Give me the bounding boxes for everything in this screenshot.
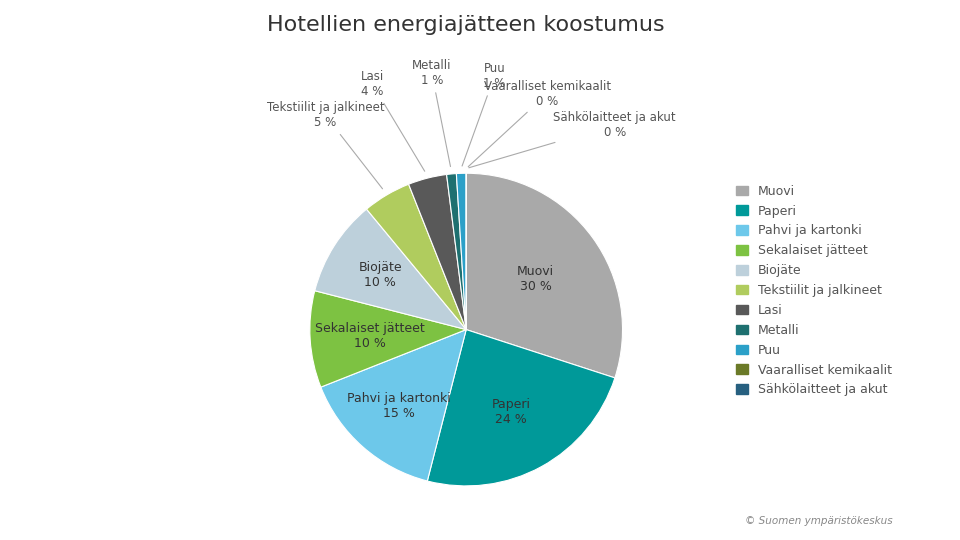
Text: Paperi
24 %: Paperi 24 % [492,398,531,426]
Legend: Muovi, Paperi, Pahvi ja kartonki, Sekalaiset jätteet, Biojäte, Tekstiilit ja jal: Muovi, Paperi, Pahvi ja kartonki, Sekala… [732,181,896,400]
Text: Sähkölaitteet ja akut
0 %: Sähkölaitteet ja akut 0 % [468,111,676,168]
Text: Vaaralliset kemikaalit
0 %: Vaaralliset kemikaalit 0 % [468,79,612,167]
Wedge shape [321,329,467,481]
Wedge shape [367,184,467,329]
Wedge shape [310,291,467,387]
Text: Muovi
30 %: Muovi 30 % [517,265,554,293]
Wedge shape [409,174,467,329]
Wedge shape [467,173,622,378]
Wedge shape [456,173,467,329]
Text: Pahvi ja kartonki
15 %: Pahvi ja kartonki 15 % [348,392,451,420]
Title: Hotellien energiajätteen koostumus: Hotellien energiajätteen koostumus [268,15,665,35]
Wedge shape [315,209,467,329]
Text: Lasi
4 %: Lasi 4 % [361,70,424,171]
Text: Tekstiilit ja jalkineet
5 %: Tekstiilit ja jalkineet 5 % [267,102,384,189]
Wedge shape [446,173,467,329]
Text: Biojäte
10 %: Biojäte 10 % [359,261,402,289]
Text: Sekalaiset jätteet
10 %: Sekalaiset jätteet 10 % [315,322,424,350]
Text: Puu
1 %: Puu 1 % [462,63,506,166]
Wedge shape [427,329,614,486]
Text: Metalli
1 %: Metalli 1 % [412,59,451,166]
Text: © Suomen ympäristökeskus: © Suomen ympäristökeskus [745,516,893,526]
